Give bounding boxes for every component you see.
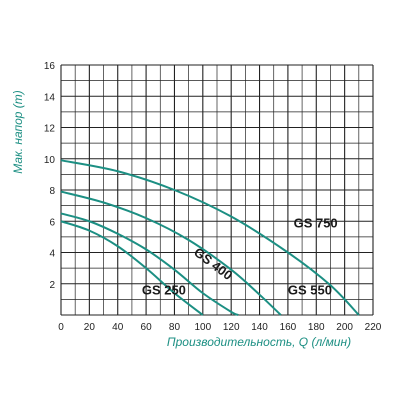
x-tick-labels: 0 20 40 60 80 100 120 140 160 180 200 220 [58,322,382,333]
x-tick-label: 120 [223,322,240,333]
x-axis-title: Производительность, Q (л/мин) [167,335,351,349]
y-tick-label: 2 [49,280,55,291]
curve-label-gs-750: GS 750 [294,216,338,231]
x-tick-label: 0 [58,322,64,333]
curve-gs-750 [60,159,360,316]
curve-label-gs-400: GS 400 [191,244,235,283]
y-tick-label: 4 [49,249,55,260]
y-tick-label: 8 [49,186,55,197]
x-tick-label: 180 [308,322,325,333]
x-tick-label: 60 [141,322,153,333]
curve-gs-250 [60,220,204,316]
y-axis-title: Мак. напор (m) [11,90,25,174]
curve-label-gs-550: GS 550 [288,283,332,298]
x-tick-label: 160 [280,322,297,333]
curve-gs-400 [60,212,239,316]
x-tick-label: 100 [194,322,211,333]
x-tick-label: 140 [251,322,268,333]
y-tick-label: 12 [44,124,56,135]
y-tick-label: 14 [44,92,56,103]
curve-labels: GS 250 GS 400 GS 550 GS 750 [142,216,338,298]
curve-gs-550 [60,190,282,316]
y-tick-label: 16 [44,61,56,72]
y-tick-labels: 2 4 6 8 10 12 14 16 [44,61,56,291]
y-tick-label: 6 [49,217,55,228]
y-tick-label: 10 [44,155,56,166]
x-tick-label: 20 [84,322,96,333]
grid [60,64,374,316]
x-tick-label: 40 [112,322,124,333]
x-tick-label: 200 [336,322,353,333]
x-tick-label: 80 [169,322,181,333]
x-tick-label: 220 [365,322,382,333]
curves [60,159,360,316]
curve-label-gs-250: GS 250 [142,283,186,298]
